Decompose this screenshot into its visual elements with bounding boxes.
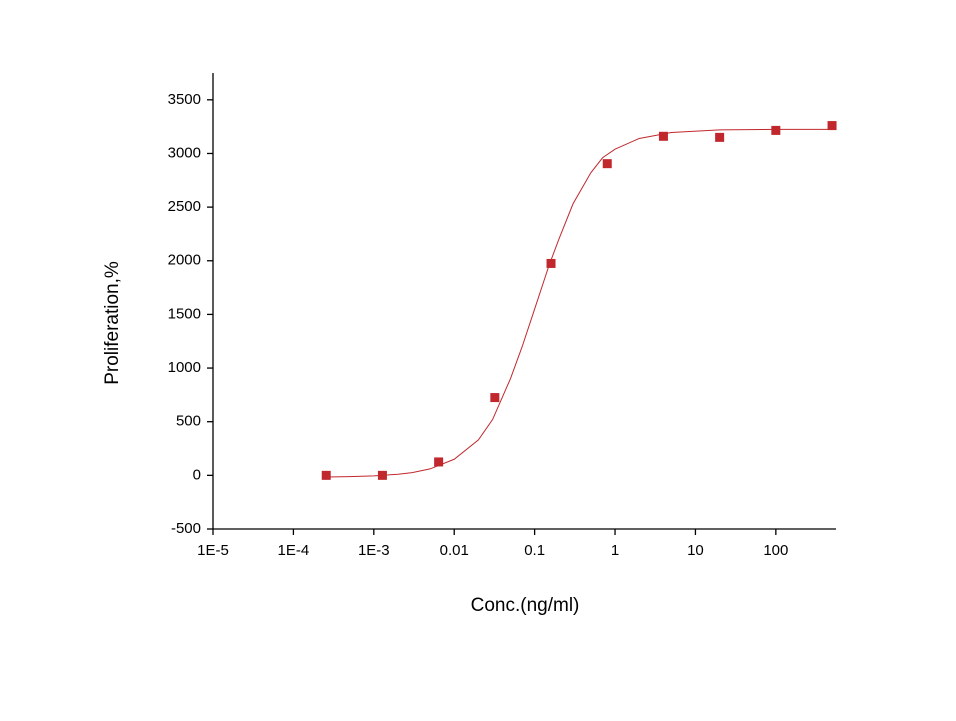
y-tick-label: 0 bbox=[193, 466, 201, 483]
y-tick-label: -500 bbox=[171, 520, 201, 537]
x-tick-label: 100 bbox=[763, 542, 788, 559]
y-tick-label: 3000 bbox=[168, 144, 201, 161]
y-tick-label: 3500 bbox=[168, 91, 201, 108]
y-tick-label: 1500 bbox=[168, 305, 201, 322]
data-point bbox=[658, 131, 668, 141]
x-tick-label: 1E-4 bbox=[278, 542, 310, 559]
data-point bbox=[771, 125, 781, 135]
data-point bbox=[546, 258, 556, 268]
y-tick-label: 1000 bbox=[168, 359, 201, 376]
x-axis-label: Conc.(ng/ml) bbox=[471, 595, 580, 616]
data-point bbox=[602, 159, 612, 169]
x-tick-label: 10 bbox=[687, 542, 704, 559]
data-point bbox=[827, 121, 837, 131]
x-tick-label: 1E-3 bbox=[358, 542, 390, 559]
y-axis-label: Proliferation,% bbox=[102, 261, 123, 385]
fit-curve bbox=[326, 128, 833, 478]
y-tick-label: 2500 bbox=[168, 198, 201, 215]
x-tick-label: 1 bbox=[611, 542, 619, 559]
data-point bbox=[715, 132, 725, 142]
x-tick-label: 1E-5 bbox=[197, 542, 229, 559]
data-point bbox=[434, 457, 444, 467]
y-tick-label: 500 bbox=[176, 413, 201, 430]
x-tick-label: 0.01 bbox=[440, 542, 469, 559]
data-point bbox=[490, 393, 500, 403]
y-tick-label: 2000 bbox=[168, 252, 201, 269]
data-point bbox=[321, 470, 331, 480]
x-tick-label: 0.1 bbox=[524, 542, 545, 559]
